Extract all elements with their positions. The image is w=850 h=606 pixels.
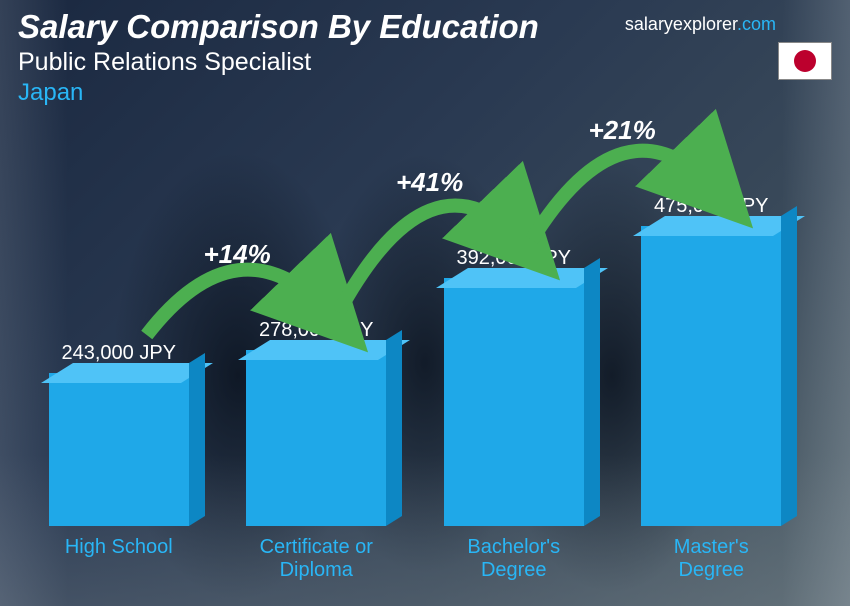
bar-side-face <box>781 206 797 526</box>
bar-value-label: 475,000 JPY <box>654 195 769 218</box>
bar-category-label: Bachelor'sDegree <box>467 536 560 584</box>
bar-group: 243,000 JPY High School <box>30 342 208 584</box>
bar-value-label: 278,000 JPY <box>259 319 374 342</box>
bar-side-face <box>386 330 402 526</box>
brand-main: salaryexplorer <box>625 14 737 34</box>
flag-icon <box>778 42 832 80</box>
brand-label: salaryexplorer.com <box>625 14 776 35</box>
bar-category-label: Master'sDegree <box>674 536 749 584</box>
bar-front-face <box>641 226 781 526</box>
bar-side-face <box>584 258 600 526</box>
increase-pct-label: +21% <box>589 115 656 146</box>
bar-value-label: 392,000 JPY <box>456 247 571 270</box>
bar <box>246 350 386 526</box>
bar-front-face <box>444 278 584 526</box>
brand-suffix: .com <box>737 14 776 34</box>
bar-group: 392,000 JPY Bachelor'sDegree <box>425 247 603 584</box>
bar-value-label: 243,000 JPY <box>61 342 176 365</box>
bar <box>641 226 781 526</box>
bar-group: 278,000 JPY Certificate orDiploma <box>228 319 406 584</box>
bar-front-face <box>49 373 189 526</box>
bar-side-face <box>189 353 205 526</box>
increase-pct-label: +41% <box>396 167 463 198</box>
subtitle: Public Relations Specialist <box>18 48 832 77</box>
bar-group: 475,000 JPY Master'sDegree <box>623 195 801 584</box>
bar-front-face <box>246 350 386 526</box>
chart-container: Salary Comparison By Education Public Re… <box>0 0 850 606</box>
bar-category-label: Certificate orDiploma <box>260 536 373 584</box>
bar-category-label: High School <box>65 536 173 584</box>
flag-japan-dot <box>794 50 816 72</box>
increase-pct-label: +14% <box>204 239 271 270</box>
bar <box>49 373 189 526</box>
country-label: Japan <box>18 79 832 107</box>
bar <box>444 278 584 526</box>
